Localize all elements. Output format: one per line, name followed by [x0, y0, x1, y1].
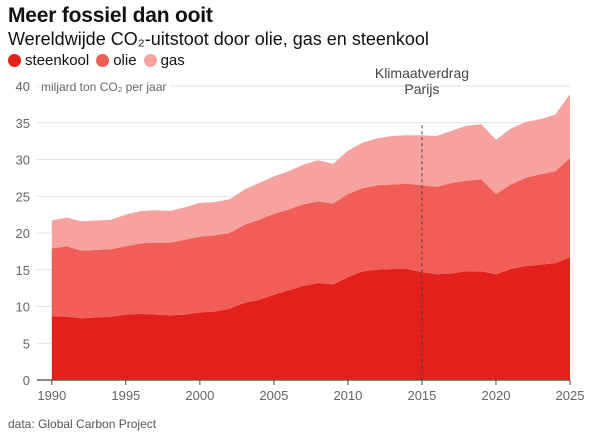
x-axis-ticks: 1990 1995 2000 2005 2010 2015 2020 2025 [37, 380, 584, 403]
annotation-line-1: Klimaatverdrag [375, 65, 469, 81]
y-axis-label: miljard ton CO₂ per jaar [41, 80, 166, 94]
x-tick-label: 1995 [111, 388, 140, 403]
area-gas [51, 94, 571, 251]
chart-title: Meer fossiel dan ooit [8, 4, 213, 27]
legend-swatch-steenkool [8, 54, 21, 67]
x-tick-label: 2010 [333, 388, 362, 403]
annotation: Klimaatverdrag Parijs [375, 65, 469, 380]
legend-swatch-gas [143, 54, 157, 67]
x-tick-label: 2020 [482, 388, 511, 403]
y-tick-label: 35 [16, 116, 30, 131]
y-tick-label: 40 [16, 79, 30, 94]
legend-swatch-olie [96, 54, 110, 67]
legend-item-olie: olie [96, 52, 137, 69]
legend-label-olie: olie [113, 52, 137, 69]
y-tick-label: 15 [16, 263, 30, 278]
y-tick-label: 10 [16, 300, 30, 315]
legend: steenkool olie gas [8, 52, 192, 69]
area-layers [51, 94, 571, 380]
x-tick-label: 2015 [407, 388, 436, 403]
legend-item-steenkool: steenkool [8, 52, 89, 69]
y-tick-label: 5 [23, 336, 30, 351]
chart-subtitle: Wereldwijde CO₂-uitstoot door olie, gas … [8, 29, 429, 49]
legend-label-gas: gas [160, 52, 185, 69]
legend-item-gas: gas [143, 52, 185, 69]
y-axis-ticks: 0 5 10 15 20 25 30 35 40 [16, 79, 30, 388]
x-tick-label: 2000 [185, 388, 214, 403]
y-tick-label: 0 [23, 373, 30, 388]
x-tick-label: 2025 [556, 388, 585, 403]
area-steenkool [51, 257, 571, 380]
y-tick-label: 20 [16, 226, 30, 241]
annotation-line-2: Parijs [404, 81, 439, 97]
y-tick-label: 25 [16, 189, 30, 204]
area-olie [51, 158, 571, 319]
x-tick-label: 1990 [37, 388, 66, 403]
y-tick-label: 30 [16, 153, 30, 168]
x-tick-label: 2005 [259, 388, 288, 403]
y-axis-label-background [39, 80, 171, 94]
legend-label-steenkool: steenkool [25, 52, 90, 69]
source-note: data: Global Carbon Project [8, 417, 157, 431]
